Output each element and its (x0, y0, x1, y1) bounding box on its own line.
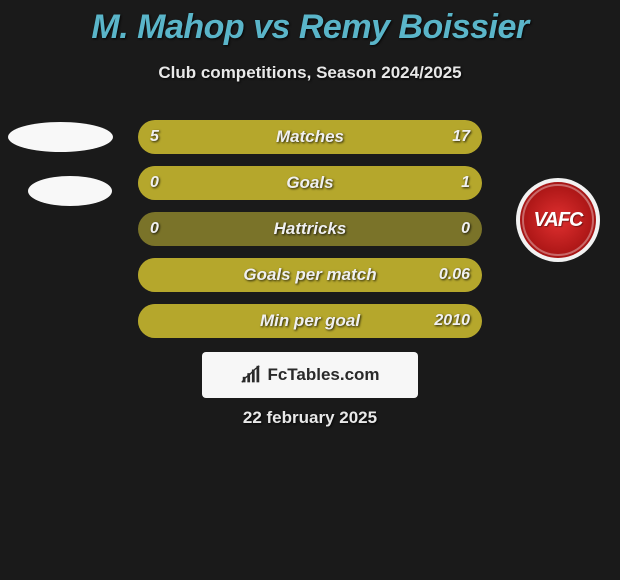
stat-value-right: 0.06 (439, 258, 470, 292)
stat-row: Hattricks00 (0, 212, 620, 246)
stat-row: Goals per match0.06 (0, 258, 620, 292)
branding-text: FcTables.com (267, 365, 379, 385)
stat-bar-fill-right (216, 120, 482, 154)
stats-bars-group: Matches517Goals01Hattricks00Goals per ma… (0, 120, 620, 350)
stat-bar-fill-right (138, 166, 482, 200)
branding-box[interactable]: FcTables.com (202, 352, 418, 398)
stat-row: Goals01 (0, 166, 620, 200)
stat-value-right: 1 (461, 166, 470, 200)
stat-value-right: 17 (452, 120, 470, 154)
stat-value-left: 0 (150, 166, 159, 200)
stat-bar-track (138, 166, 482, 200)
stat-bar-track (138, 120, 482, 154)
bar-chart-icon (240, 364, 262, 386)
stat-bar-track (138, 258, 482, 292)
subtitle: Club competitions, Season 2024/2025 (0, 63, 620, 83)
stat-value-right: 0 (461, 212, 470, 246)
stat-bar-fill-right (138, 258, 482, 292)
date-text: 22 february 2025 (0, 408, 620, 428)
page-title: M. Mahop vs Remy Boissier (0, 0, 620, 47)
stat-row: Min per goal2010 (0, 304, 620, 338)
comparison-widget: M. Mahop vs Remy Boissier Club competiti… (0, 0, 620, 580)
stat-bar-track (138, 304, 482, 338)
stat-bar-track (138, 212, 482, 246)
stat-row: Matches517 (0, 120, 620, 154)
stat-value-left: 5 (150, 120, 159, 154)
stat-value-left: 0 (150, 212, 159, 246)
stat-bar-fill-right (138, 304, 482, 338)
stat-value-right: 2010 (434, 304, 470, 338)
